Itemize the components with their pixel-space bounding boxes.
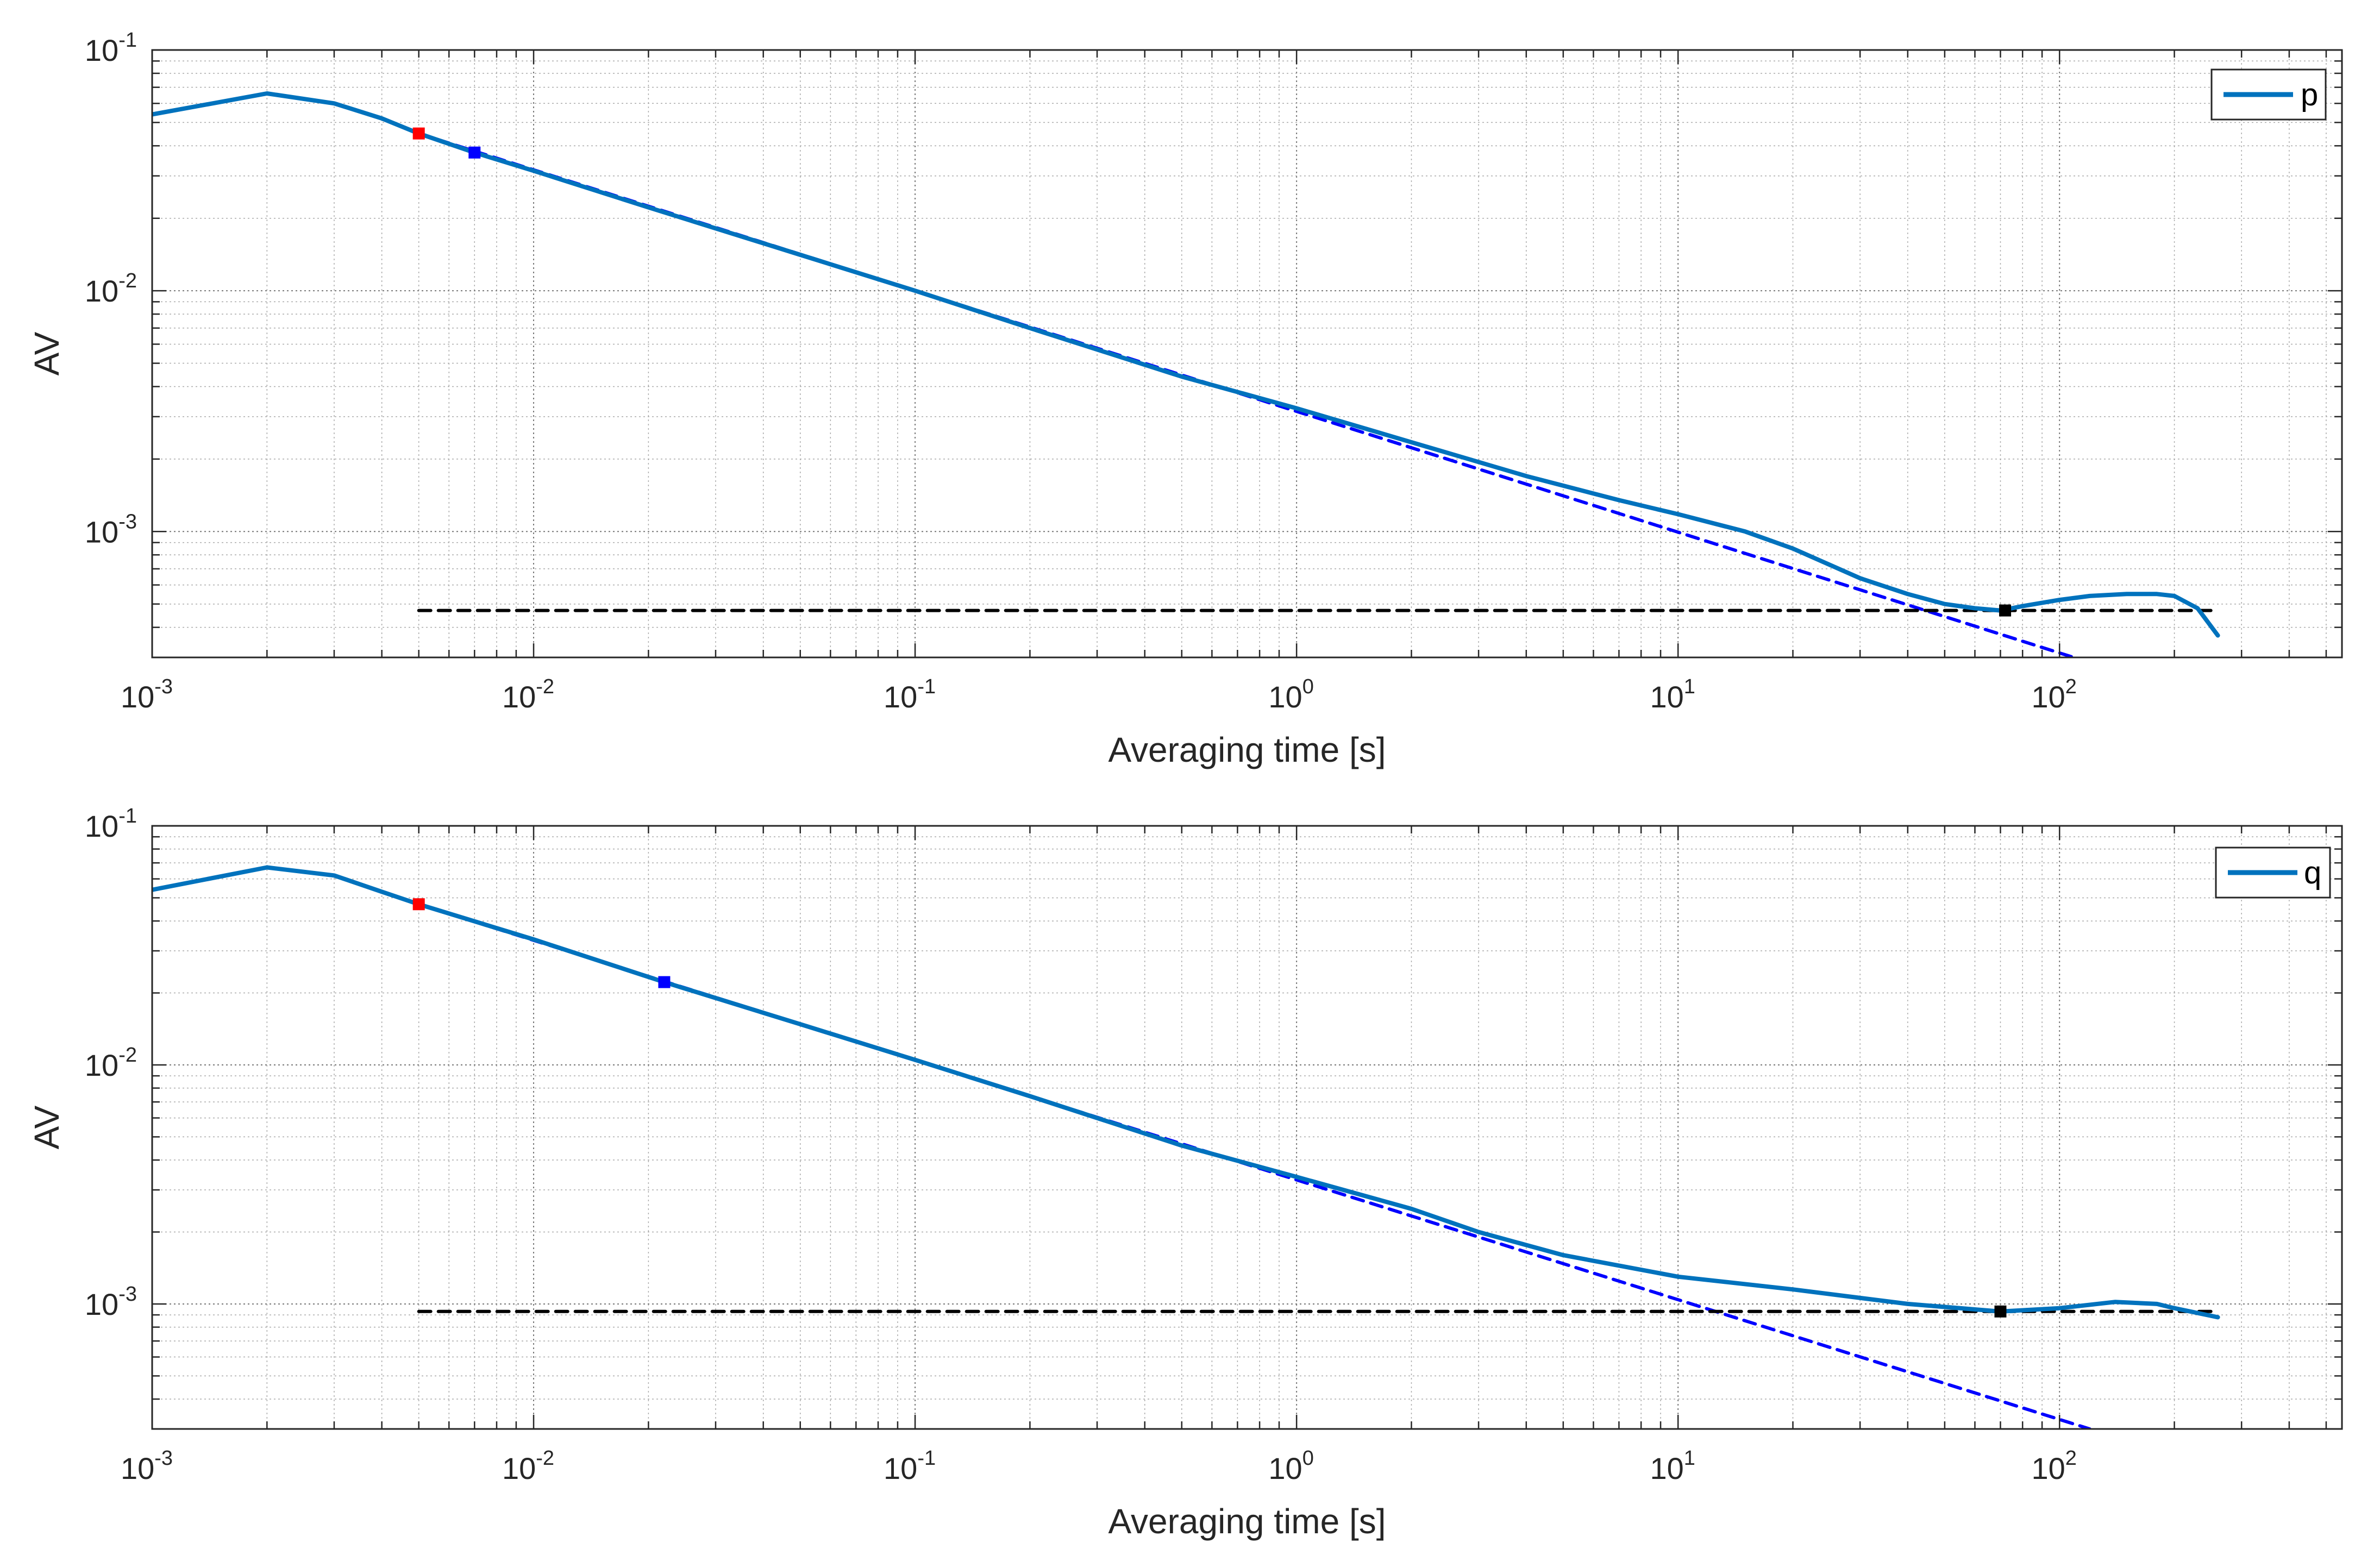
x-tick-label: 10-1 [884, 675, 936, 714]
x-tick-label-exponent: 2 [2065, 675, 2077, 698]
x-tick-label: 10-3 [121, 675, 173, 714]
x-tick-label-base: 10 [1650, 680, 1683, 714]
y-tick-label-exponent: -1 [118, 805, 137, 827]
marker-point [412, 127, 425, 140]
x-tick-label: 10-2 [502, 1447, 554, 1485]
marker-point [412, 898, 425, 911]
x-tick-label: 102 [2032, 675, 2077, 714]
y-tick-label-base: 10 [85, 1287, 118, 1321]
x-tick-label-base: 10 [502, 1451, 536, 1485]
y-axis-label-q: AV [27, 1105, 66, 1149]
y-axis-label-p: AV [27, 331, 66, 375]
grid-p [152, 49, 2342, 658]
series-group-q [152, 865, 2220, 1429]
x-tick-label: 100 [1268, 1447, 1313, 1485]
y-tick-label-exponent: -2 [118, 269, 137, 292]
series-group-p [152, 91, 2220, 657]
x-tick-label-exponent: -2 [536, 1447, 554, 1470]
y-tick-label: 10-2 [85, 269, 137, 308]
series-lines [152, 865, 2220, 1429]
axes-box-q [151, 825, 2343, 1430]
x-tick-label: 101 [1650, 675, 1695, 714]
y-tick-label: 10-3 [85, 1283, 137, 1321]
y-tick-label: 10-3 [85, 510, 137, 549]
y-tick-label-exponent: -3 [118, 1283, 137, 1306]
y-tick-label: 10-1 [85, 805, 137, 843]
grid-q [152, 825, 2342, 1429]
y-tick-label-base: 10 [85, 515, 118, 549]
x-tick-label-exponent: 1 [1684, 675, 1695, 698]
x-tick-label: 10-1 [884, 1447, 936, 1485]
y-tick-label-base: 10 [85, 274, 118, 308]
x-tick-label-exponent: 2 [2065, 1447, 2077, 1470]
legend-label-p: p [2301, 77, 2318, 112]
x-tick-label-base: 10 [1268, 1451, 1302, 1485]
legend-p: p [2210, 68, 2327, 121]
x-tick-label: 100 [1268, 675, 1313, 714]
series-line-p [152, 91, 2220, 638]
x-tick-label-base: 10 [2032, 1451, 2065, 1485]
x-tick-label-exponent: -1 [917, 675, 936, 698]
x-tick-label-exponent: -2 [536, 675, 554, 698]
marker-point [1994, 1305, 2007, 1318]
x-tick-label-exponent: -3 [154, 1447, 173, 1470]
y-tick-label-base: 10 [85, 33, 118, 67]
plot-area-p [152, 50, 2342, 657]
y-tick-label: 10-2 [85, 1044, 137, 1082]
y-tick-label-exponent: -1 [118, 29, 137, 52]
x-tick-label-exponent: 1 [1684, 1447, 1695, 1470]
x-tick-label-exponent: 0 [1302, 675, 1314, 698]
x-tick-label: 101 [1650, 1447, 1695, 1485]
x-tick-label-base: 10 [1650, 1451, 1683, 1485]
y-tick-label-exponent: -3 [118, 510, 137, 533]
x-tick-label-base: 10 [502, 680, 536, 714]
x-tick-label-base: 10 [121, 1451, 154, 1485]
y-tick-label: 10-1 [85, 29, 137, 67]
axes-box-p [151, 49, 2343, 659]
x-tick-label-base: 10 [1268, 680, 1302, 714]
marker-point [1999, 604, 2012, 617]
x-tick-label-base: 10 [884, 1451, 917, 1485]
x-tick-label-base: 10 [121, 680, 154, 714]
legend-label-q: q [2304, 855, 2321, 891]
x-axis-label-q: Averaging time [s] [1108, 1502, 1386, 1541]
x-tick-label-base: 10 [2032, 680, 2065, 714]
x-tick-label: 102 [2032, 1447, 2077, 1485]
legend-q: q [2215, 847, 2331, 899]
x-tick-label: 10-2 [502, 675, 554, 714]
series-line-q [152, 865, 2220, 1320]
y-tick-label-base: 10 [85, 809, 118, 843]
x-axis-label-p: Averaging time [s] [1108, 730, 1386, 769]
y-tick-label-exponent: -2 [118, 1044, 137, 1067]
marker-point [658, 976, 671, 988]
x-tick-label: 10-3 [121, 1447, 173, 1485]
x-tick-label-exponent: -1 [917, 1447, 936, 1470]
series-lines [152, 91, 2220, 657]
x-tick-label-exponent: 0 [1302, 1447, 1314, 1470]
plot-area-q [152, 826, 2342, 1429]
y-tick-label-base: 10 [85, 1048, 118, 1082]
marker-point [468, 146, 481, 159]
x-tick-label-exponent: -3 [154, 675, 173, 698]
x-tick-label-base: 10 [884, 680, 917, 714]
